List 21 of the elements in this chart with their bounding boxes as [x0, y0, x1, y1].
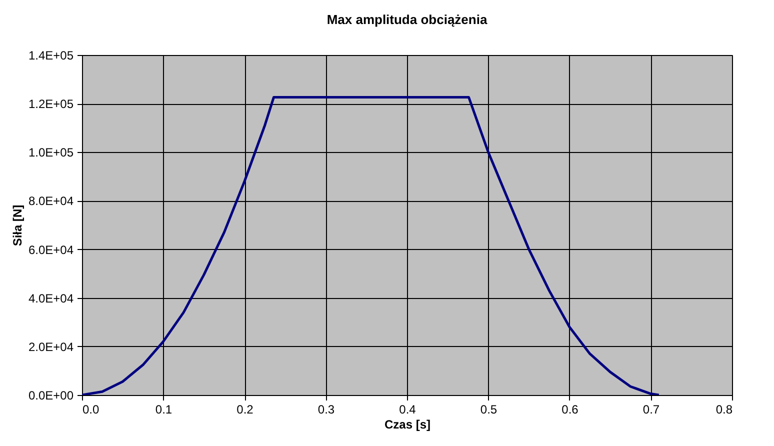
- y-axis-title: Siła [N]: [10, 204, 24, 246]
- x-tick-label: 0.5: [480, 402, 498, 416]
- y-tick-label: 0.0E+00: [28, 388, 74, 402]
- x-axis-title: Czas [s]: [384, 418, 431, 432]
- x-tick-label: 0.3: [318, 402, 335, 416]
- x-tick-label: 0.8: [716, 402, 733, 416]
- y-tick-label: 4.0E+04: [28, 291, 74, 306]
- x-tick-label: 0.1: [155, 402, 172, 416]
- x-tick-label: 0.2: [236, 402, 254, 416]
- y-tick-label: 1.2E+05: [28, 97, 74, 112]
- y-tick-label: 2.0E+04: [28, 340, 74, 354]
- x-tick-label: 0.0: [82, 402, 100, 416]
- y-tick-label: 1.4E+05: [28, 48, 74, 62]
- x-tick-label: 0.7: [642, 402, 660, 416]
- chart-title: Max amplituda obciążenia: [326, 12, 488, 27]
- y-tick-label: 1.0E+05: [28, 146, 74, 160]
- y-tick-label: 8.0E+04: [28, 194, 74, 208]
- line-series: [82, 96, 660, 395]
- x-tick-label: 0.6: [562, 402, 579, 416]
- y-tick-label: 6.0E+04: [28, 242, 74, 257]
- x-tick-label: 0.4: [399, 402, 416, 416]
